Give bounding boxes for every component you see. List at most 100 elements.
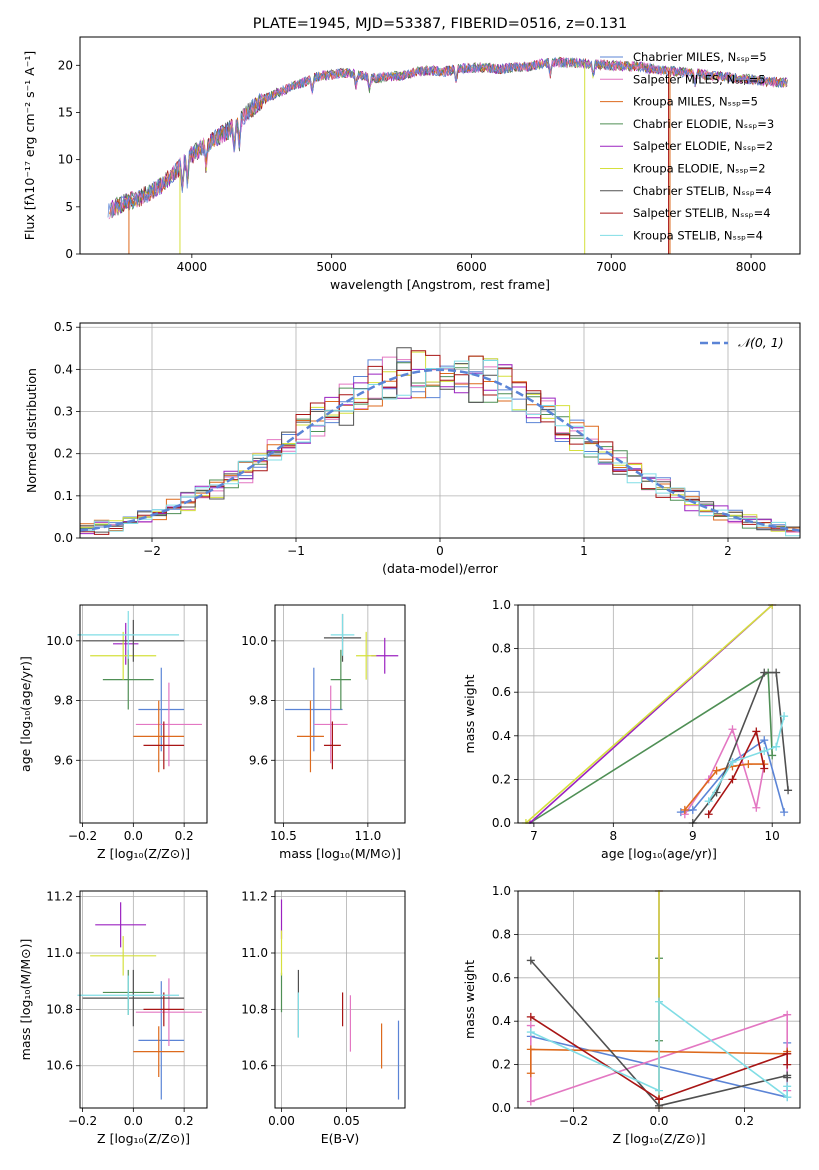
x-tick-label: 0.05 [333, 1114, 360, 1128]
series-marker [526, 1045, 535, 1054]
x-tick-label: −0.2 [68, 1114, 97, 1128]
errorbar-salpeter-elodie [95, 902, 147, 948]
y-tick-label: 9.6 [249, 753, 268, 767]
series-line [707, 728, 766, 815]
series-marker [655, 997, 663, 1006]
spectrum-panel: 4000 5000 6000 7000 8000 0 5 10 15 20 wavelength [… [22, 16, 801, 292]
y-tick-label: 10.6 [241, 1059, 268, 1073]
errorbar-chabrier-stelib [82, 969, 185, 1027]
legend-label: Salpeter ELODIE, Nₛₛₚ=2 [633, 139, 773, 153]
series-marker [772, 668, 781, 677]
axes-frame [79, 890, 208, 1109]
series-marker [728, 757, 737, 766]
y-tick-label: 5 [65, 200, 73, 214]
y-tick-label: 0.6 [492, 971, 511, 985]
age-vs-mass-panel: 10.5 11.0 9.6 9.8 10.0 mass [log₁₀(M/M⊙)] [241, 604, 406, 861]
x-axis-label: age [log₁₀(age/yr)] [601, 846, 717, 861]
series-marker [655, 1095, 663, 1104]
series-marker [680, 805, 689, 814]
series-marker [768, 751, 777, 760]
age-vs-metallicity-panel: −0.2 0.0 0.2 9.6 9.8 10.0 Z [log₁₀(Z/Z⊙)] age [… [18, 604, 208, 861]
series-kroupa-stelib [526, 997, 792, 1102]
x-tick-label: 1 [580, 544, 588, 558]
errorbar-chabrier-stelib [82, 619, 185, 662]
legend-label: 𝒩(0, 1) [738, 335, 784, 350]
x-axis-label: Z [log₁₀(Z/Z⊙)] [97, 846, 190, 861]
axes-frame [274, 604, 406, 824]
series-line [529, 671, 773, 824]
series-marker [752, 727, 761, 736]
errorbar-salpeter-miles [313, 685, 348, 764]
y-axis-label: mass weight [462, 960, 477, 1039]
series-marker [704, 797, 713, 806]
y-tick-label: 10.8 [241, 1002, 268, 1016]
y-tick-label: 10.0 [241, 634, 268, 648]
y-tick-label: 10.0 [46, 634, 73, 648]
mass-vs-extinction-panel: 0.00 0.05 10.6 10.8 11.0 11.2 E(B-V) [241, 890, 406, 1146]
series-marker [655, 1086, 663, 1095]
errorbar-kroupa-miles [133, 700, 185, 773]
x-axis-label: Z [log₁₀(Z/Z⊙)] [97, 1131, 190, 1146]
series-kroupa-elodie [521, 604, 777, 824]
series-marker [744, 760, 753, 769]
x-tick-label: −0.2 [559, 1114, 588, 1128]
y-tick-label: 11.2 [241, 890, 268, 904]
y-tick-label: 11.0 [46, 946, 73, 960]
y-axis-label: mass [log₁₀(M/M⊙)] [18, 939, 33, 1061]
series-marker [728, 775, 737, 784]
y-tick-label: 0.2 [492, 1058, 511, 1072]
series-marker [704, 810, 713, 819]
series-marker [760, 764, 769, 773]
series-marker [780, 712, 789, 721]
x-tick-label: 0.2 [735, 1114, 754, 1128]
errorbar-salpeter-miles [135, 978, 202, 1046]
residuals-panel: −2 −1 0 1 2 0.0 0.1 0.2 0.3 0.4 0.5 (data-model)/er… [24, 320, 801, 576]
axes-frame [79, 604, 208, 824]
x-tick-label: 10.5 [270, 829, 297, 843]
series-marker [752, 803, 761, 812]
x-tick-label: 11.0 [354, 829, 381, 843]
errorbar-kroupa-stelib [77, 610, 180, 659]
errorbar-kroupa-elodie [90, 631, 157, 680]
spectrum-chabrier-miles [107, 56, 788, 218]
y-tick-label: 9.6 [54, 753, 73, 767]
x-tick-label: 0.2 [175, 1114, 194, 1128]
x-tick-label: 5000 [316, 260, 347, 274]
y-tick-label: 9.8 [54, 694, 73, 708]
x-tick-label: 9 [689, 829, 697, 843]
y-axis-label: Normed distribution [24, 368, 39, 493]
y-tick-label: 15 [58, 105, 73, 119]
x-tick-label: 0 [436, 544, 444, 558]
y-tick-label: 0.4 [492, 729, 511, 743]
axes-frame [517, 890, 801, 1109]
x-tick-label: −1 [287, 544, 305, 558]
x-axis-label: (data-model)/error [382, 561, 499, 576]
series-lines [521, 604, 793, 824]
series-marker [760, 747, 769, 756]
x-tick-label: 0.0 [649, 1114, 668, 1128]
errorbar-salpeter-stelib [323, 721, 341, 770]
mass-vs-metallicity-panel: −0.2 0.0 0.2 10.6 10.8 11.0 11.2 Z [log₁₀(Z/Z⊙)… [18, 890, 208, 1146]
series-line [525, 604, 773, 824]
y-tick-label: 1.0 [492, 598, 511, 612]
y-axis-label: mass weight [462, 674, 477, 753]
errorbar-chabrier-elodie [330, 649, 351, 710]
y-tick-label: 0.2 [54, 447, 73, 461]
y-tick-label: 10.6 [46, 1059, 73, 1073]
legend: Chabrier MILES, Nₛₛₚ=5 Salpeter MILES, Nₛ… [600, 50, 774, 242]
y-tick-label: 0.4 [492, 1014, 511, 1028]
axes-frame [274, 890, 406, 1109]
legend-label: Chabrier STELIB, Nₛₛₚ=4 [633, 184, 772, 198]
y-tick-label: 10.8 [46, 1002, 73, 1016]
series-marker [783, 1082, 792, 1091]
x-tick-label: 2 [724, 544, 732, 558]
x-axis-label: wavelength [Angstrom, rest frame] [330, 277, 550, 292]
y-tick-label: 0.8 [492, 642, 511, 656]
series-marker [783, 1093, 792, 1102]
errorbar-kroupa-stelib [330, 613, 355, 656]
series-chabrier-stelib [526, 956, 792, 1109]
series-salpeter-stelib [704, 727, 769, 819]
x-tick-label: 7000 [596, 260, 627, 274]
x-tick-label: −2 [143, 544, 161, 558]
y-tick-label: 9.8 [249, 694, 268, 708]
